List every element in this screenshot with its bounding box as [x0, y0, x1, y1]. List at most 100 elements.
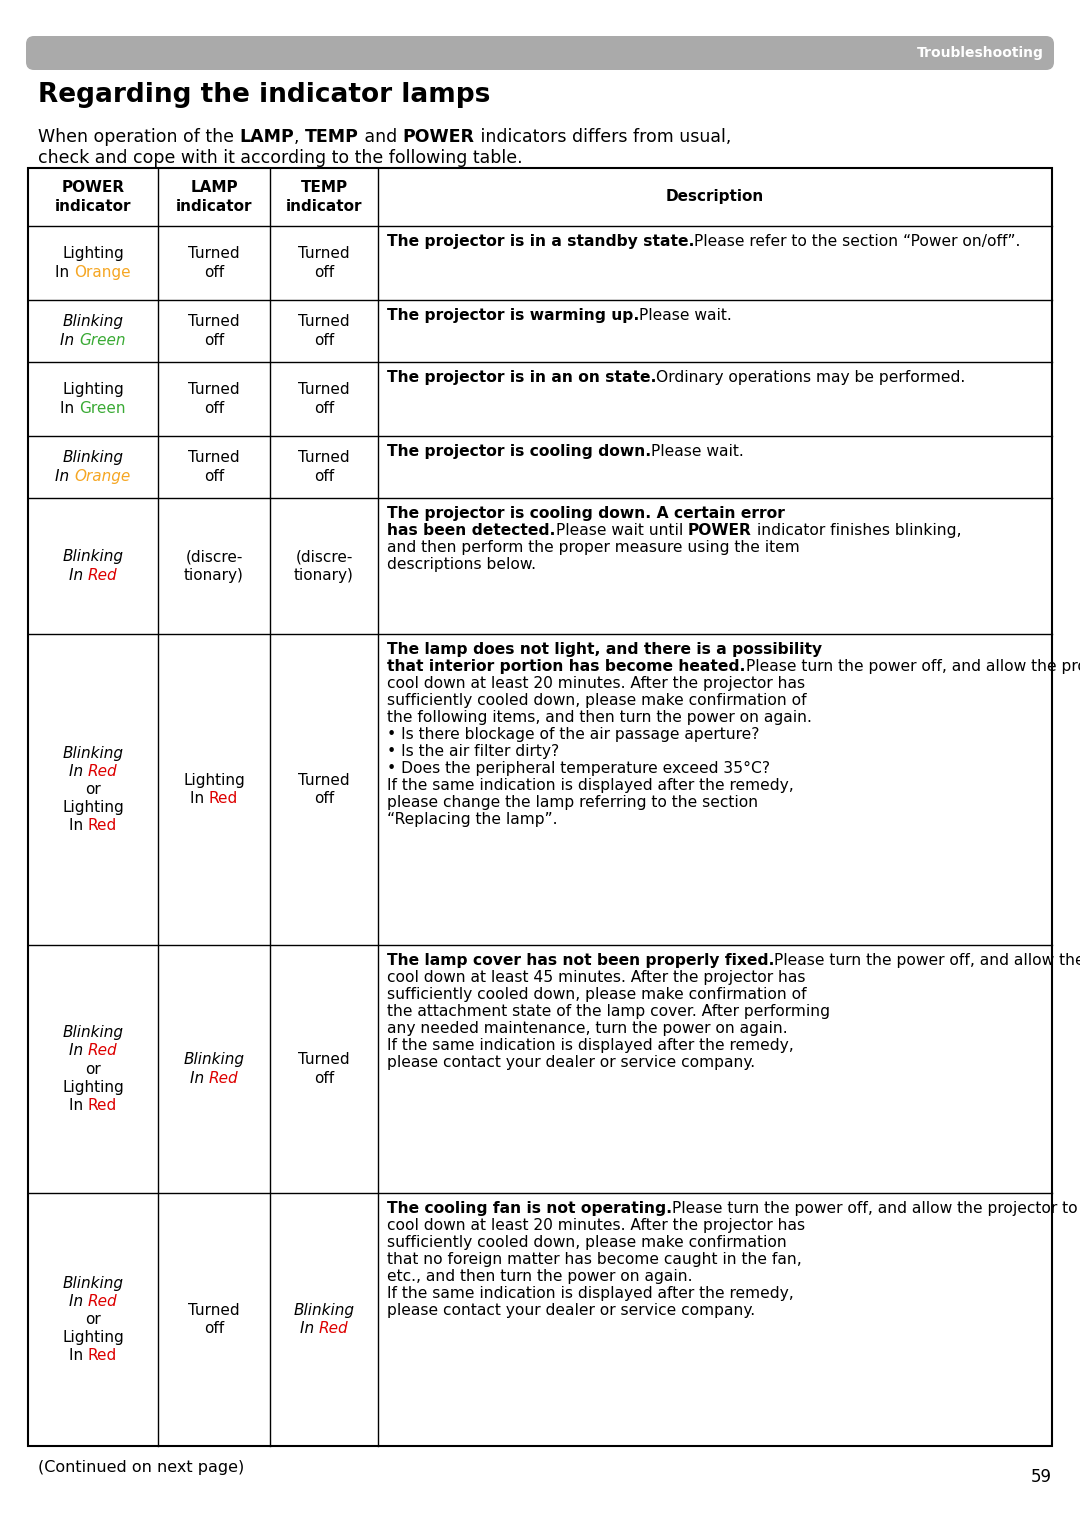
Text: Blinking: Blinking — [63, 450, 123, 465]
Text: In: In — [69, 1349, 87, 1363]
Text: Blinking: Blinking — [63, 549, 123, 565]
Text: Lighting: Lighting — [63, 246, 124, 261]
Text: off: off — [204, 333, 224, 348]
Text: Orange: Orange — [75, 264, 131, 279]
Text: (Continued on next page): (Continued on next page) — [38, 1460, 244, 1476]
Text: • Is the air filter dirty?: • Is the air filter dirty? — [387, 745, 559, 758]
Text: Please turn the power off, and allow the projector to: Please turn the power off, and allow the… — [672, 1201, 1078, 1216]
Text: Please turn the power off, and allow the projector to: Please turn the power off, and allow the… — [745, 659, 1080, 674]
Text: Please wait.: Please wait. — [639, 308, 732, 324]
Text: tionary): tionary) — [294, 568, 354, 583]
Text: Red: Red — [87, 1349, 117, 1363]
Text: Description: Description — [666, 189, 765, 204]
Text: off: off — [314, 401, 334, 415]
Text: In: In — [69, 765, 87, 778]
Text: POWER
indicator: POWER indicator — [55, 180, 132, 214]
Text: Red: Red — [87, 1097, 117, 1112]
Text: In: In — [69, 818, 87, 833]
Text: descriptions below.: descriptions below. — [387, 557, 536, 572]
Text: Green: Green — [79, 401, 125, 415]
Text: The projector is in an on state.: The projector is in an on state. — [387, 369, 657, 385]
Text: or: or — [85, 781, 100, 797]
Text: any needed maintenance, turn the power on again.: any needed maintenance, turn the power o… — [387, 1021, 787, 1036]
Text: check and cope with it according to the following table.: check and cope with it according to the … — [38, 150, 523, 166]
Text: please contact your dealer or service company.: please contact your dealer or service co… — [387, 1054, 755, 1070]
Text: LAMP: LAMP — [240, 128, 294, 146]
Text: has been detected.: has been detected. — [387, 523, 555, 539]
Text: and then perform the proper measure using the item: and then perform the proper measure usin… — [387, 540, 800, 555]
Text: off: off — [204, 401, 224, 415]
Text: sufficiently cooled down, please make confirmation of: sufficiently cooled down, please make co… — [387, 693, 807, 708]
Text: Lighting: Lighting — [63, 1080, 124, 1094]
Text: If the same indication is displayed after the remedy,: If the same indication is displayed afte… — [387, 778, 794, 794]
Bar — [28, 168, 1052, 1447]
Text: Turned: Turned — [298, 246, 350, 261]
Text: etc., and then turn the power on again.: etc., and then turn the power on again. — [387, 1270, 692, 1283]
Text: Lighting: Lighting — [63, 1331, 124, 1344]
Text: (discre-: (discre- — [295, 549, 353, 565]
Text: sufficiently cooled down, please make confirmation of: sufficiently cooled down, please make co… — [387, 987, 807, 1003]
Text: Turned: Turned — [188, 314, 240, 330]
Text: If the same indication is displayed after the remedy,: If the same indication is displayed afte… — [387, 1286, 794, 1302]
Text: Blinking: Blinking — [294, 1303, 354, 1318]
Text: off: off — [314, 333, 334, 348]
Text: Blinking: Blinking — [63, 1276, 123, 1291]
Text: Red: Red — [87, 765, 118, 778]
Text: cool down at least 20 minutes. After the projector has: cool down at least 20 minutes. After the… — [387, 676, 805, 691]
Text: Turned: Turned — [298, 450, 350, 465]
Text: Please wait until: Please wait until — [555, 523, 688, 539]
Text: Turned: Turned — [188, 1303, 240, 1318]
Text: Red: Red — [87, 568, 118, 583]
Text: Blinking: Blinking — [63, 1025, 123, 1041]
Text: Blinking: Blinking — [63, 746, 123, 760]
Text: that no foreign matter has become caught in the fan,: that no foreign matter has become caught… — [387, 1251, 801, 1267]
Text: In: In — [190, 790, 208, 806]
Text: Red: Red — [87, 1294, 118, 1309]
Text: Red: Red — [208, 790, 238, 806]
Text: In: In — [190, 1071, 208, 1085]
Text: Orange: Orange — [75, 468, 131, 484]
Text: the following items, and then turn the power on again.: the following items, and then turn the p… — [387, 710, 812, 725]
Text: off: off — [204, 264, 224, 279]
Text: or: or — [85, 1062, 100, 1076]
Text: Turned: Turned — [188, 246, 240, 261]
Text: The lamp cover has not been properly fixed.: The lamp cover has not been properly fix… — [387, 954, 774, 967]
Text: off: off — [204, 468, 224, 484]
Text: off: off — [204, 1322, 224, 1337]
Text: Lighting: Lighting — [63, 800, 124, 815]
Text: Red: Red — [319, 1322, 349, 1337]
Text: off: off — [314, 790, 334, 806]
Text: tionary): tionary) — [184, 568, 244, 583]
Text: please change the lamp referring to the section: please change the lamp referring to the … — [387, 795, 758, 810]
Text: Blinking: Blinking — [184, 1053, 244, 1067]
Text: Turned: Turned — [298, 383, 350, 397]
Text: the attachment state of the lamp cover. After performing: the attachment state of the lamp cover. … — [387, 1004, 831, 1019]
Text: In: In — [69, 568, 87, 583]
Text: cool down at least 45 minutes. After the projector has: cool down at least 45 minutes. After the… — [387, 971, 806, 984]
Text: In: In — [55, 468, 75, 484]
Text: Red: Red — [87, 1044, 118, 1059]
Text: Lighting: Lighting — [184, 774, 245, 787]
Text: POWER: POWER — [688, 523, 752, 539]
Text: Regarding the indicator lamps: Regarding the indicator lamps — [38, 82, 490, 108]
Text: When operation of the: When operation of the — [38, 128, 240, 146]
Text: TEMP
indicator: TEMP indicator — [286, 180, 362, 214]
Text: please contact your dealer or service company.: please contact your dealer or service co… — [387, 1303, 755, 1318]
Text: The lamp does not light, and there is a possibility: The lamp does not light, and there is a … — [387, 642, 822, 658]
Text: Turned: Turned — [298, 314, 350, 330]
Text: The projector is warming up.: The projector is warming up. — [387, 308, 639, 324]
Text: (discre-: (discre- — [186, 549, 243, 565]
Text: indicators differs from usual,: indicators differs from usual, — [475, 128, 731, 146]
Text: In: In — [299, 1322, 319, 1337]
Text: Please wait.: Please wait. — [651, 444, 744, 459]
Text: TEMP: TEMP — [306, 128, 360, 146]
Text: Blinking: Blinking — [63, 314, 123, 330]
Text: • Does the peripheral temperature exceed 35°C?: • Does the peripheral temperature exceed… — [387, 761, 770, 777]
Text: cool down at least 20 minutes. After the projector has: cool down at least 20 minutes. After the… — [387, 1218, 805, 1233]
Text: If the same indication is displayed after the remedy,: If the same indication is displayed afte… — [387, 1038, 794, 1053]
Text: off: off — [314, 468, 334, 484]
Text: Red: Red — [87, 818, 117, 833]
Text: off: off — [314, 1071, 334, 1085]
Text: Turned: Turned — [298, 774, 350, 787]
Text: In: In — [60, 333, 79, 348]
